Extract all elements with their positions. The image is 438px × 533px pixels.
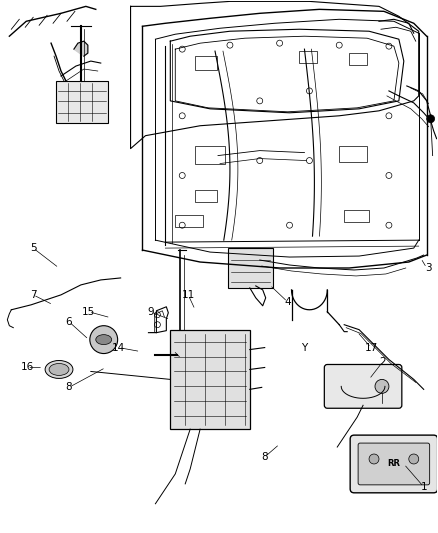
Text: 4: 4 — [284, 297, 291, 307]
FancyBboxPatch shape — [228, 248, 273, 288]
Bar — [195, 146, 225, 164]
Text: 16: 16 — [21, 362, 34, 373]
Text: 3: 3 — [425, 263, 432, 273]
Ellipse shape — [45, 360, 73, 378]
Bar — [175, 215, 203, 227]
Polygon shape — [74, 41, 88, 56]
Bar — [349, 53, 367, 65]
Text: Y: Y — [301, 343, 307, 352]
Text: 8: 8 — [66, 382, 72, 392]
Text: 11: 11 — [182, 290, 195, 300]
Text: 1: 1 — [420, 482, 427, 492]
Bar — [300, 51, 318, 63]
Bar — [344, 211, 369, 222]
Text: 17: 17 — [364, 343, 378, 352]
Text: 8: 8 — [261, 452, 268, 462]
FancyBboxPatch shape — [324, 365, 402, 408]
FancyBboxPatch shape — [358, 443, 430, 485]
Bar — [195, 190, 217, 203]
Circle shape — [375, 379, 389, 393]
Ellipse shape — [49, 364, 69, 375]
Bar — [195, 56, 217, 70]
FancyBboxPatch shape — [170, 330, 250, 429]
Circle shape — [409, 454, 419, 464]
Text: RR: RR — [387, 459, 400, 469]
Circle shape — [172, 350, 182, 360]
FancyBboxPatch shape — [350, 435, 438, 493]
Circle shape — [369, 454, 379, 464]
Text: 6: 6 — [66, 317, 72, 327]
Circle shape — [427, 115, 434, 123]
Text: 5: 5 — [30, 243, 36, 253]
Circle shape — [90, 326, 118, 353]
Text: 2: 2 — [380, 357, 386, 367]
Bar — [339, 146, 367, 161]
Text: 9: 9 — [147, 307, 154, 317]
Ellipse shape — [96, 335, 112, 345]
Text: 14: 14 — [112, 343, 125, 352]
Text: 7: 7 — [30, 290, 36, 300]
FancyBboxPatch shape — [56, 81, 108, 123]
Text: 15: 15 — [82, 307, 95, 317]
